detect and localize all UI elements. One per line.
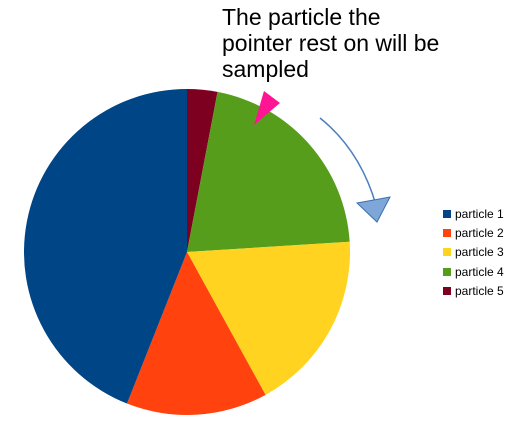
legend-item: particle 2 [443, 223, 504, 242]
legend-swatch [443, 248, 451, 257]
legend-label: particle 1 [455, 206, 504, 221]
legend-swatch [443, 286, 451, 295]
legend-swatch [443, 228, 451, 237]
legend-label: particle 2 [455, 225, 504, 240]
legend: particle 1 particle 2 particle 3 particle 4… [443, 204, 504, 300]
legend-label: particle 4 [455, 264, 504, 279]
pie-slice-particle-2 [126, 252, 266, 415]
legend-item: particle 3 [443, 243, 504, 262]
legend-item: particle 4 [443, 262, 504, 281]
pie-slice-particle-4 [187, 91, 350, 252]
pointer-annotation: The particle the pointer rest on will be… [222, 4, 440, 82]
rotation-arrowhead-icon [355, 196, 391, 223]
legend-item: particle 5 [443, 281, 504, 300]
pie-slices [24, 89, 350, 415]
legend-label: particle 3 [455, 245, 504, 260]
pie-slice-particle-1 [24, 89, 188, 404]
legend-swatch [443, 209, 451, 218]
legend-item: particle 1 [443, 204, 504, 223]
rotation-arrow-curve [319, 117, 377, 206]
legend-label: particle 5 [455, 283, 504, 298]
pointer-marker-icon [254, 91, 280, 125]
legend-swatch [443, 267, 451, 276]
pie-slice-particle-5 [187, 89, 218, 252]
pie-slice-particle-3 [187, 241, 350, 395]
